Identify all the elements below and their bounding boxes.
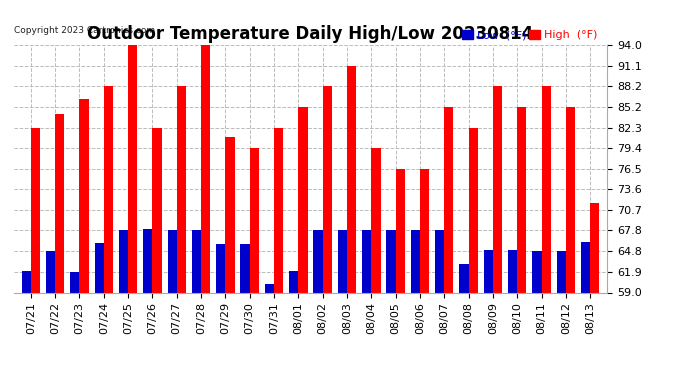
Bar (323, 86, 332, 292)
Title: Outdoor Temperature Daily High/Low 20230814: Outdoor Temperature Daily High/Low 20230… (88, 26, 533, 44)
Bar (31, 128, 40, 292)
Bar (70, 272, 79, 292)
Bar (371, 148, 381, 292)
Bar (95, 243, 103, 292)
Bar (484, 250, 493, 292)
Bar (250, 148, 259, 292)
Text: Copyright 2023 Cartronics.com: Copyright 2023 Cartronics.com (14, 26, 155, 35)
Bar (460, 264, 469, 292)
Bar (128, 45, 137, 292)
Bar (201, 45, 210, 292)
Bar (444, 107, 453, 292)
Legend: Low  (°F), High  (°F): Low (°F), High (°F) (457, 26, 602, 45)
Bar (581, 242, 590, 292)
Bar (313, 230, 323, 292)
Bar (386, 230, 395, 292)
Bar (274, 128, 284, 292)
Bar (590, 203, 600, 292)
Bar (265, 284, 274, 292)
Bar (216, 244, 226, 292)
Bar (411, 230, 420, 292)
Bar (240, 244, 250, 292)
Bar (226, 137, 235, 292)
Bar (542, 86, 551, 292)
Bar (119, 230, 128, 292)
Bar (518, 107, 526, 292)
Bar (177, 86, 186, 292)
Bar (298, 107, 308, 292)
Bar (566, 107, 575, 292)
Bar (55, 114, 64, 292)
Bar (532, 252, 542, 292)
Bar (337, 230, 347, 292)
Bar (395, 169, 405, 292)
Bar (435, 230, 444, 292)
Bar (469, 128, 477, 292)
Bar (152, 128, 161, 292)
Bar (508, 250, 518, 292)
Bar (557, 252, 566, 292)
Bar (362, 230, 371, 292)
Bar (168, 230, 177, 292)
Bar (79, 99, 89, 292)
Bar (347, 66, 356, 292)
Bar (46, 252, 55, 292)
Bar (144, 229, 152, 292)
Bar (104, 86, 113, 292)
Bar (21, 271, 31, 292)
Bar (289, 271, 298, 292)
Bar (493, 86, 502, 292)
Bar (420, 169, 429, 292)
Bar (192, 230, 201, 292)
